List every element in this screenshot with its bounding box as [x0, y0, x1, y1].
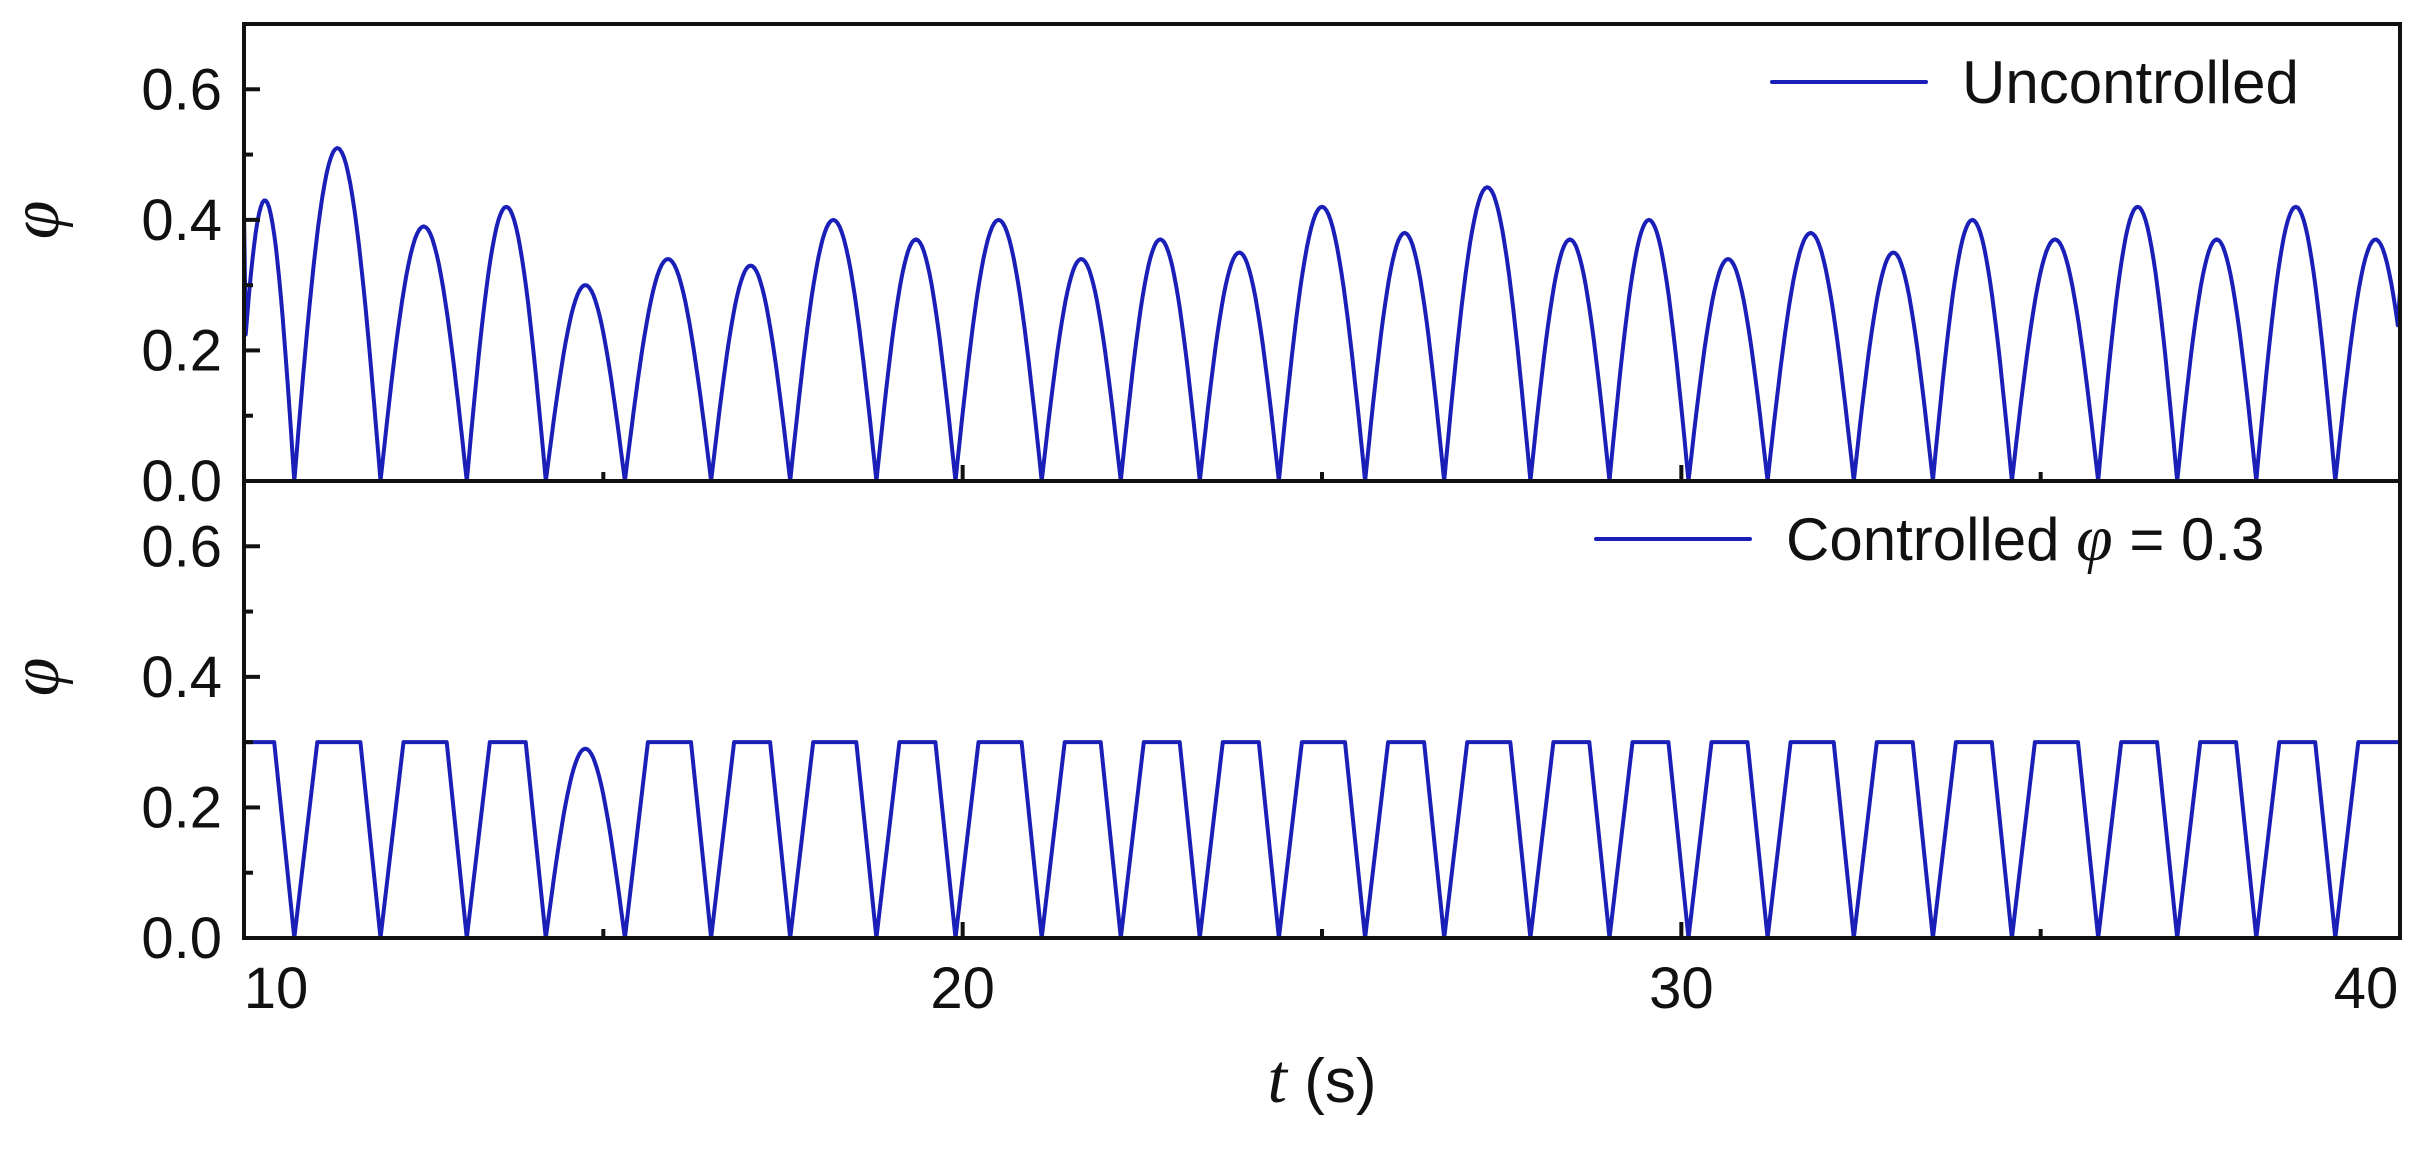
y-tick-label: 0.2 [141, 318, 222, 383]
x-tick-label: 20 [930, 956, 995, 1021]
y-tick-label: 0.0 [141, 449, 222, 514]
legend-label-controlled-symbol: φ [2076, 502, 2113, 575]
series-line-controlled [242, 740, 2402, 940]
x-tick-labels: 10 20 30 40 [244, 956, 2399, 1021]
x-ticks-top [242, 465, 2402, 481]
y-axis-label-bottom: φ [0, 657, 74, 696]
y-tick-labels-top: 0.0 0.2 0.4 0.6 [141, 57, 222, 514]
legend-label-controlled: Controlled φ = 0.3 [1786, 502, 2264, 575]
y-ticks-top [244, 87, 260, 483]
legend-label-controlled-text: Controlled [1786, 506, 2076, 573]
legend-label-uncontrolled: Uncontrolled [1962, 49, 2299, 116]
plot-frame-bottom [242, 479, 2402, 940]
panel-uncontrolled: 0.0 0.2 0.4 0.6 φ Uncontrolled [0, 22, 2402, 514]
y-tick-label: 0.6 [141, 57, 222, 122]
y-tick-label: 0.4 [141, 645, 222, 710]
x-axis-label-symbol: t [1268, 1041, 1289, 1118]
y-tick-labels-bottom: 0.0 0.2 0.4 0.6 [141, 514, 222, 971]
x-axis-label-unit: (s) [1304, 1047, 1376, 1116]
x-tick-label: 30 [1649, 956, 1714, 1021]
y-axis-label-top: φ [0, 200, 74, 239]
panel-controlled: 0.0 0.2 0.4 0.6 φ Controlled φ = 0.3 [0, 479, 2402, 971]
y-tick-label: 0.0 [141, 906, 222, 971]
x-axis-label-unit-space [1287, 1047, 1304, 1116]
y-tick-label: 0.4 [141, 188, 222, 253]
x-tick-label: 40 [2334, 956, 2399, 1021]
y-tick-label: 0.6 [141, 514, 222, 579]
series-line-uncontrolled [242, 146, 2402, 483]
legend-label-controlled-value: = 0.3 [2113, 506, 2265, 573]
y-tick-label: 0.2 [141, 775, 222, 840]
x-ticks-bottom [242, 922, 2402, 938]
x-tick-label: 10 [244, 956, 309, 1021]
x-axis-label: t (s) [1268, 1041, 1377, 1118]
